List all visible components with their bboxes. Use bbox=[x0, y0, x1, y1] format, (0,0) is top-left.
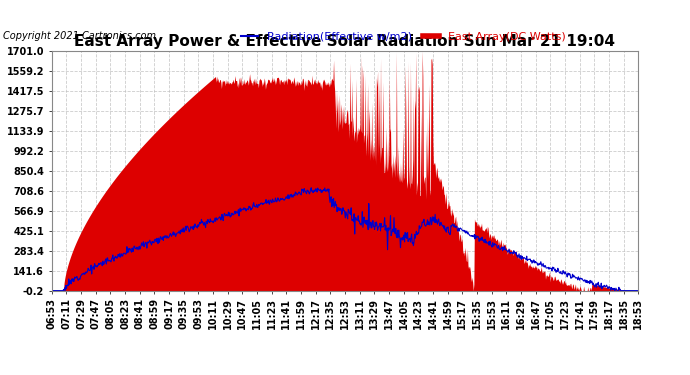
Title: East Array Power & Effective Solar Radiation Sun Mar 21 19:04: East Array Power & Effective Solar Radia… bbox=[75, 34, 615, 50]
Text: Copyright 2021 Cartronics.com: Copyright 2021 Cartronics.com bbox=[3, 32, 157, 41]
Legend: Radiation(Effective w/m2), East Array(DC Watts): Radiation(Effective w/m2), East Array(DC… bbox=[237, 27, 571, 46]
